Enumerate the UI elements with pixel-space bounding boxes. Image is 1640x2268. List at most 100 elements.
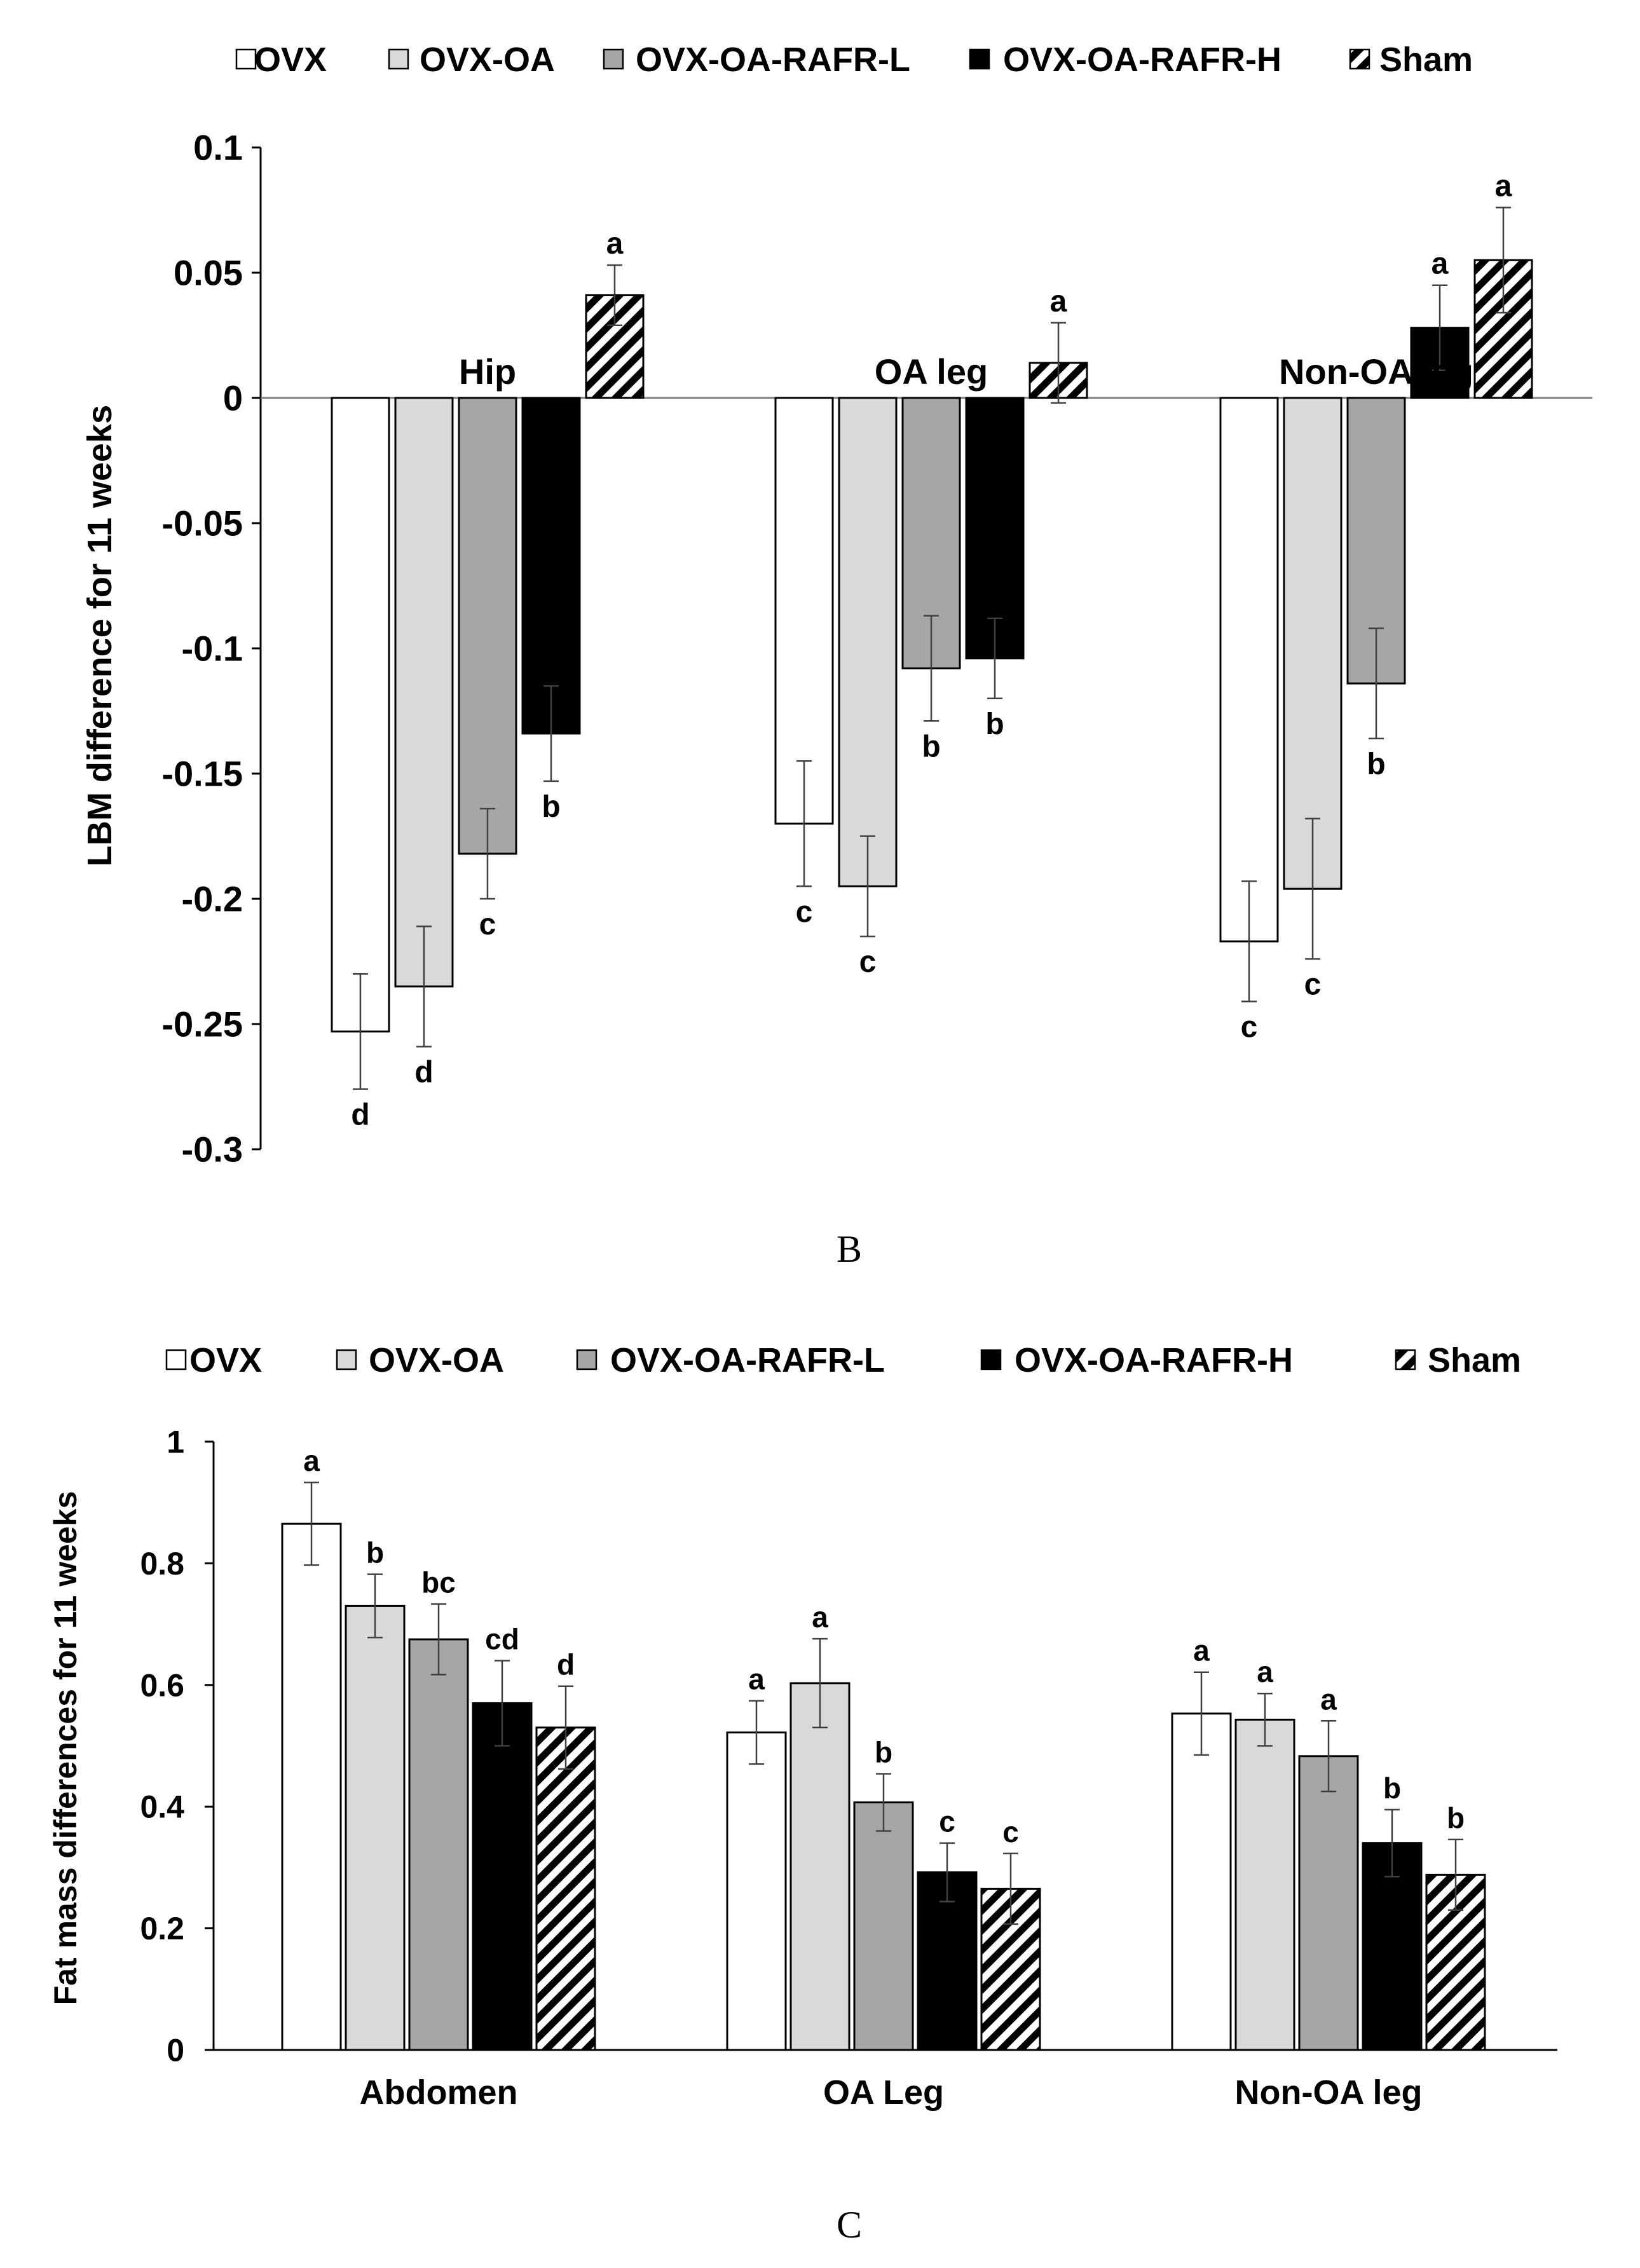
category-label: Non-OA leg	[1235, 2073, 1423, 2112]
significance-letter: b	[985, 707, 1004, 741]
legend-lbm: OVX OVX-OA OVX-OA-RAFR-L OVX-OA-RAFR-H Sham	[235, 41, 1473, 79]
significance-letter: a	[1050, 285, 1067, 318]
y-tick-label: 0.1	[193, 128, 243, 168]
y-tick-label: -0.3	[182, 1130, 243, 1170]
significance-letter: b	[922, 730, 940, 763]
bar	[521, 397, 581, 735]
bar	[726, 1731, 787, 2051]
significance-letter: d	[351, 1098, 369, 1131]
category-label: OA leg	[875, 352, 988, 392]
significance-letter: a	[1432, 247, 1449, 281]
axes-lbm: 0.1 0.05 0 -0.05 -0.1 -0.15 -0.2 -0.25 -0.3	[161, 128, 1592, 1170]
legend-label: OVX	[254, 41, 327, 79]
labels-lbm: d d c b a Hip c c b b a OA leg c c b a a Non-OA leg	[351, 170, 1512, 1132]
category-label: OA Leg	[823, 2073, 944, 2112]
significance-letter: b	[366, 1536, 384, 1569]
chart-lbm-difference: OVX OVX-OA OVX-OA-RAFR-L OVX-OA-RAFR-H Sham …	[81, 41, 1592, 1270]
y-axis-label-lbm: LBM difference for 11 weeks	[81, 405, 119, 866]
y-tick-label: -0.25	[161, 1004, 243, 1044]
bar	[1171, 1712, 1232, 2051]
legend-label: OVX-OA-RAFR-H	[1015, 1341, 1293, 1379]
legend-label: Sham	[1379, 41, 1473, 79]
category-label: Abdomen	[360, 2073, 518, 2112]
significance-letter: bc	[421, 1566, 456, 1599]
significance-letter: a	[812, 1601, 828, 1634]
legend-swatch	[576, 1349, 598, 1370]
bars-fat-mass	[281, 1481, 1486, 2051]
bar	[1219, 397, 1279, 943]
y-tick-label: 0.2	[140, 1911, 184, 1946]
category-label: Non-OA leg	[1279, 352, 1473, 392]
bar	[965, 397, 1025, 660]
y-tick-label: 0.8	[140, 1546, 184, 1581]
legend-swatch	[1349, 48, 1370, 70]
bar	[535, 1726, 596, 2051]
significance-letter: c	[939, 1805, 955, 1838]
legend-label: OVX-OA	[420, 41, 555, 79]
y-tick-label: 0.05	[174, 253, 243, 293]
legend-swatch	[388, 48, 409, 70]
bar	[345, 1604, 406, 2051]
significance-letter: c	[1304, 968, 1322, 1002]
bar	[853, 1801, 914, 2051]
significance-letter: a	[748, 1663, 765, 1696]
significance-letter: b	[1383, 1772, 1401, 1805]
significance-letter: a	[1320, 1683, 1337, 1716]
legend-swatch	[165, 1349, 187, 1370]
significance-letter: a	[303, 1444, 320, 1477]
bar	[789, 1682, 851, 2051]
significance-letter: a	[1193, 1634, 1210, 1667]
bar	[1298, 1755, 1359, 2051]
legend-swatch	[603, 48, 624, 70]
bar	[472, 1702, 533, 2051]
legend-swatch	[1395, 1349, 1416, 1370]
y-tick-label: 0	[223, 378, 243, 418]
bar	[394, 397, 454, 988]
bar	[1234, 1718, 1295, 2051]
panel-label-c: C	[837, 2204, 862, 2246]
bar	[1283, 397, 1343, 890]
bar	[1362, 1842, 1423, 2051]
significance-letter: cd	[485, 1623, 519, 1656]
legend-fat-mass: OVX OVX-OA OVX-OA-RAFR-L OVX-OA-RAFR-H Sham	[165, 1341, 1521, 1379]
bar	[838, 397, 898, 887]
significance-letter: a	[606, 227, 624, 261]
legend-label: OVX-OA-RAFR-H	[1003, 41, 1281, 79]
bar	[458, 397, 517, 855]
legend-label: Sham	[1428, 1341, 1521, 1379]
bar	[331, 397, 390, 1033]
bar	[774, 397, 834, 825]
significance-letter: a	[1257, 1655, 1273, 1688]
y-tick-label: -0.1	[182, 629, 243, 669]
legend-swatch	[980, 1349, 1002, 1370]
significance-letter: a	[1495, 170, 1512, 203]
y-tick-label: -0.2	[182, 879, 243, 919]
significance-letter: c	[796, 895, 813, 929]
legend-label: OVX	[189, 1341, 262, 1379]
y-tick-label: 1	[167, 1424, 184, 1460]
legend-label: OVX-OA-RAFR-L	[636, 41, 910, 79]
bar	[281, 1522, 342, 2051]
panel-label-b: B	[837, 1228, 862, 1270]
significance-letter: b	[1447, 1801, 1465, 1834]
significance-letter: c	[479, 908, 496, 941]
significance-letter: c	[1002, 1815, 1019, 1848]
bar	[408, 1638, 469, 2051]
significance-letter: b	[542, 790, 560, 824]
bars-lbm	[331, 207, 1533, 1090]
significance-letter: b	[875, 1736, 892, 1769]
legend-label: OVX-OA-RAFR-L	[610, 1341, 885, 1379]
legend-label: OVX-OA	[369, 1341, 504, 1379]
legend-swatch	[336, 1349, 357, 1370]
y-tick-label: 0.6	[140, 1667, 184, 1703]
y-tick-label: 0	[167, 2033, 184, 2068]
significance-letter: d	[557, 1648, 575, 1681]
significance-letter: c	[859, 945, 877, 979]
y-tick-label: 0.4	[140, 1789, 184, 1825]
y-tick-label: -0.05	[161, 503, 243, 543]
y-axis-label-fat-mass: Fat mass differences for 11 weeks	[48, 1491, 83, 2005]
chart-fat-mass-difference: OVX OVX-OA OVX-OA-RAFR-L OVX-OA-RAFR-H Sham …	[48, 1341, 1557, 2246]
significance-letter: d	[414, 1055, 433, 1089]
